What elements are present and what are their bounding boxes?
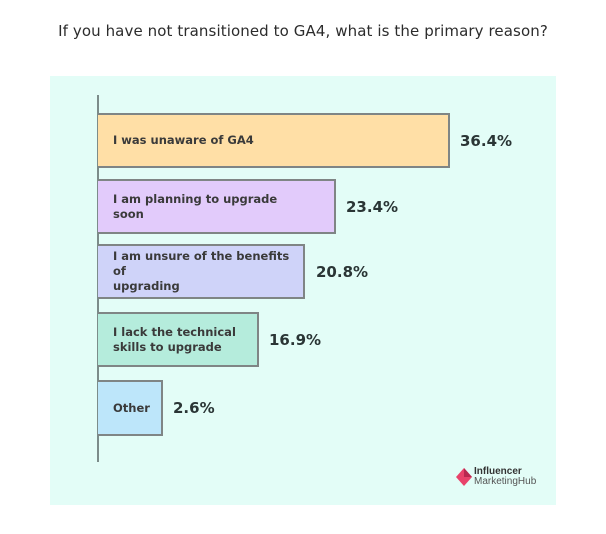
bar-value-label: 2.6% xyxy=(173,399,215,417)
bar-category-label: Other xyxy=(113,400,150,415)
influencer-marketing-hub-logo: Influencer MarketingHub xyxy=(456,467,536,487)
bar-value-label: 16.9% xyxy=(269,330,322,349)
bar: I am unsure of the benefits of upgrading xyxy=(98,244,305,299)
logo-text-line2: MarketingHub xyxy=(474,476,537,487)
bar-category-label: I am planning to upgrade soon xyxy=(113,191,278,221)
bar: I was unaware of GA4 xyxy=(98,113,450,168)
bar: I am planning to upgrade soon xyxy=(98,179,336,234)
bar: Other xyxy=(98,380,163,436)
bar-value-label: 36.4% xyxy=(460,131,513,150)
logo-text-line1: Influencer xyxy=(474,466,522,477)
bar-category-label: I am unsure of the benefits of upgrading xyxy=(113,249,290,293)
bar-value-label: 23.4% xyxy=(346,197,399,216)
bar: I lack the technical skills to upgrade xyxy=(98,312,259,367)
chart-title: If you have not transitioned to GA4, wha… xyxy=(58,22,548,40)
bar-category-label: I was unaware of GA4 xyxy=(113,133,254,147)
bar-value-label: 20.8% xyxy=(316,262,369,281)
bar-category-label: I lack the technical skills to upgrade xyxy=(113,324,236,354)
logo-diamond-icon xyxy=(456,468,472,486)
